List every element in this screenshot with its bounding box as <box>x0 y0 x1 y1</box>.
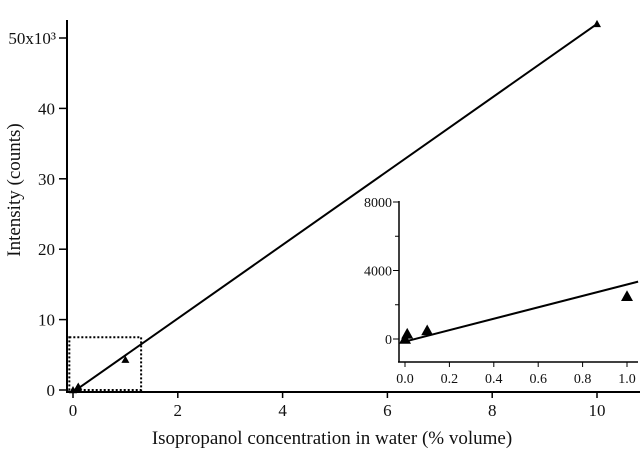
inset-y-tick-label: 8000 <box>364 196 392 211</box>
data-point <box>121 355 130 363</box>
inset-y-tick-label: 0 <box>385 333 392 348</box>
x-tick-label: 8 <box>488 401 497 420</box>
inset-data-point <box>421 324 434 336</box>
inset-x-tick-label: 0.0 <box>396 372 414 387</box>
y-tick-label: 50x10³ <box>8 29 56 48</box>
fit-line <box>72 23 598 393</box>
y-axis-label: Intensity (counts) <box>4 123 25 257</box>
x-tick-label: 10 <box>589 401 606 420</box>
data-point <box>69 386 77 394</box>
x-tick-label: 0 <box>69 401 78 420</box>
inset-plot: 0.0 0.2 0.4 0.6 0.8 1.0 0 4000 8000 <box>364 196 639 387</box>
y-tick-label: 10 <box>38 311 55 330</box>
x-tick-label: 2 <box>174 401 183 420</box>
inset-x-tick-label: 0.2 <box>441 372 459 387</box>
inset-fit-line <box>404 280 639 343</box>
main-plot: 0 2 4 6 8 10 0 10 20 30 40 50x10³ <box>8 19 640 420</box>
y-tick-label: 20 <box>38 240 55 259</box>
data-point <box>74 382 83 390</box>
inset-data-point <box>401 327 414 339</box>
inset-x-tick-label: 1.0 <box>618 372 636 387</box>
y-tick-label: 30 <box>38 170 55 189</box>
inset-x-tick-label: 0.8 <box>574 372 592 387</box>
x-tick-label: 6 <box>383 401 392 420</box>
data-point <box>593 19 601 28</box>
inset-data-point <box>621 290 633 301</box>
y-tick-label: 0 <box>47 381 56 400</box>
y-tick-label: 40 <box>38 99 55 118</box>
x-tick-label: 4 <box>278 401 287 420</box>
inset-x-tick-label: 0.6 <box>529 372 547 387</box>
inset-region-box <box>68 336 143 392</box>
x-axis-label: Isopropanol concentration in water (% vo… <box>152 428 512 449</box>
inset-y-tick-label: 4000 <box>364 265 392 280</box>
inset-x-tick-label: 0.4 <box>485 372 503 387</box>
